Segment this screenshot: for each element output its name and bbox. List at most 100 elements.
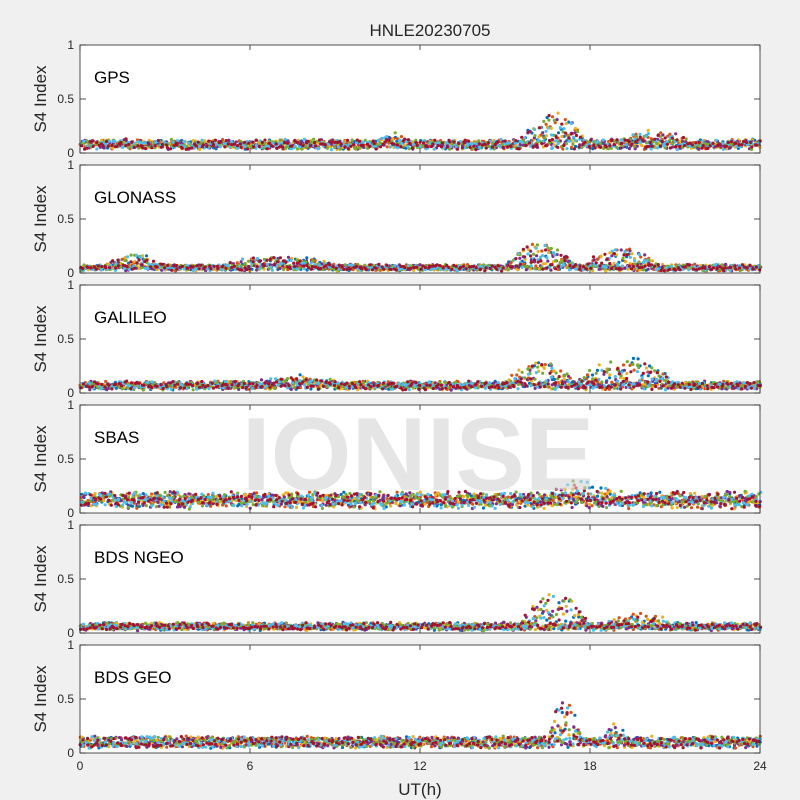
data-point xyxy=(171,140,175,144)
data-point xyxy=(247,141,251,145)
data-point xyxy=(754,143,759,147)
data-point xyxy=(640,144,644,148)
data-point xyxy=(147,142,151,146)
data-point xyxy=(630,252,634,256)
data-point xyxy=(621,363,626,367)
data-point xyxy=(557,264,561,268)
data-point xyxy=(137,258,141,262)
data-point xyxy=(543,262,547,266)
data-point xyxy=(546,126,551,130)
data-point xyxy=(674,132,678,136)
data-point xyxy=(590,373,595,377)
data-point xyxy=(547,141,551,145)
data-point xyxy=(432,147,436,151)
data-point xyxy=(168,147,173,151)
data-point xyxy=(471,142,475,146)
data-point xyxy=(259,378,264,382)
data-point xyxy=(745,266,749,270)
data-point xyxy=(331,265,335,269)
data-point xyxy=(597,363,601,367)
data-point xyxy=(418,145,422,149)
data-point xyxy=(714,262,718,266)
data-point xyxy=(271,141,275,145)
data-point xyxy=(125,255,130,259)
data-point xyxy=(297,145,302,149)
data-point xyxy=(180,264,185,268)
data-point xyxy=(560,134,564,139)
data-point xyxy=(234,140,238,144)
data-point xyxy=(619,138,623,142)
data-point xyxy=(595,257,599,261)
data-point xyxy=(166,263,170,268)
data-point xyxy=(740,263,745,267)
data-point xyxy=(80,144,84,148)
data-point xyxy=(550,263,554,267)
data-point xyxy=(361,143,365,148)
y-tick-label: 0.5 xyxy=(57,92,74,106)
data-point xyxy=(429,144,433,149)
data-point xyxy=(640,265,644,269)
data-point xyxy=(269,144,273,148)
data-point xyxy=(91,144,95,148)
data-point xyxy=(638,135,642,139)
data-point xyxy=(700,146,704,150)
data-point xyxy=(609,138,614,143)
data-point xyxy=(376,143,380,147)
data-point xyxy=(272,263,277,267)
data-point xyxy=(346,147,350,151)
data-point xyxy=(529,254,533,258)
data-point xyxy=(599,254,603,258)
data-point xyxy=(289,387,293,391)
data-point xyxy=(520,141,524,145)
data-point xyxy=(457,141,461,145)
data-point xyxy=(464,267,468,271)
data-point xyxy=(569,145,574,149)
data-point xyxy=(564,131,568,135)
data-point xyxy=(399,135,404,139)
data-point xyxy=(212,264,216,268)
data-point xyxy=(360,267,364,271)
data-point xyxy=(305,256,309,260)
y-axis-label: S4 Index xyxy=(31,185,50,253)
data-point xyxy=(748,263,752,267)
data-point xyxy=(528,144,533,148)
data-point xyxy=(190,146,194,150)
data-point xyxy=(525,245,529,249)
data-point xyxy=(160,142,165,146)
data-point xyxy=(645,259,649,263)
data-point xyxy=(251,256,256,260)
data-point xyxy=(376,138,380,142)
data-point xyxy=(309,140,313,144)
data-point xyxy=(255,264,259,269)
data-point xyxy=(544,248,548,252)
data-point xyxy=(578,267,582,271)
data-point xyxy=(453,142,457,146)
data-point xyxy=(750,145,754,149)
data-point xyxy=(670,136,675,140)
data-point xyxy=(223,145,227,149)
data-point xyxy=(742,265,747,269)
data-point xyxy=(302,267,306,271)
data-point xyxy=(592,258,596,262)
data-point xyxy=(115,144,119,148)
data-point xyxy=(541,254,545,258)
data-point xyxy=(141,388,145,392)
data-point xyxy=(572,147,577,151)
data-point xyxy=(385,145,389,149)
data-point xyxy=(722,269,726,273)
data-point xyxy=(286,268,290,272)
series-6 xyxy=(80,113,762,152)
data-point xyxy=(678,268,682,272)
data-point xyxy=(328,145,332,149)
data-point xyxy=(559,369,563,373)
data-point xyxy=(246,259,251,263)
data-point xyxy=(574,133,579,138)
data-point xyxy=(477,145,481,149)
data-point xyxy=(622,253,626,257)
data-point xyxy=(270,268,274,272)
data-point xyxy=(612,143,616,147)
data-point xyxy=(631,133,635,137)
data-point xyxy=(632,144,637,148)
data-point xyxy=(396,146,400,150)
data-point xyxy=(251,140,255,144)
